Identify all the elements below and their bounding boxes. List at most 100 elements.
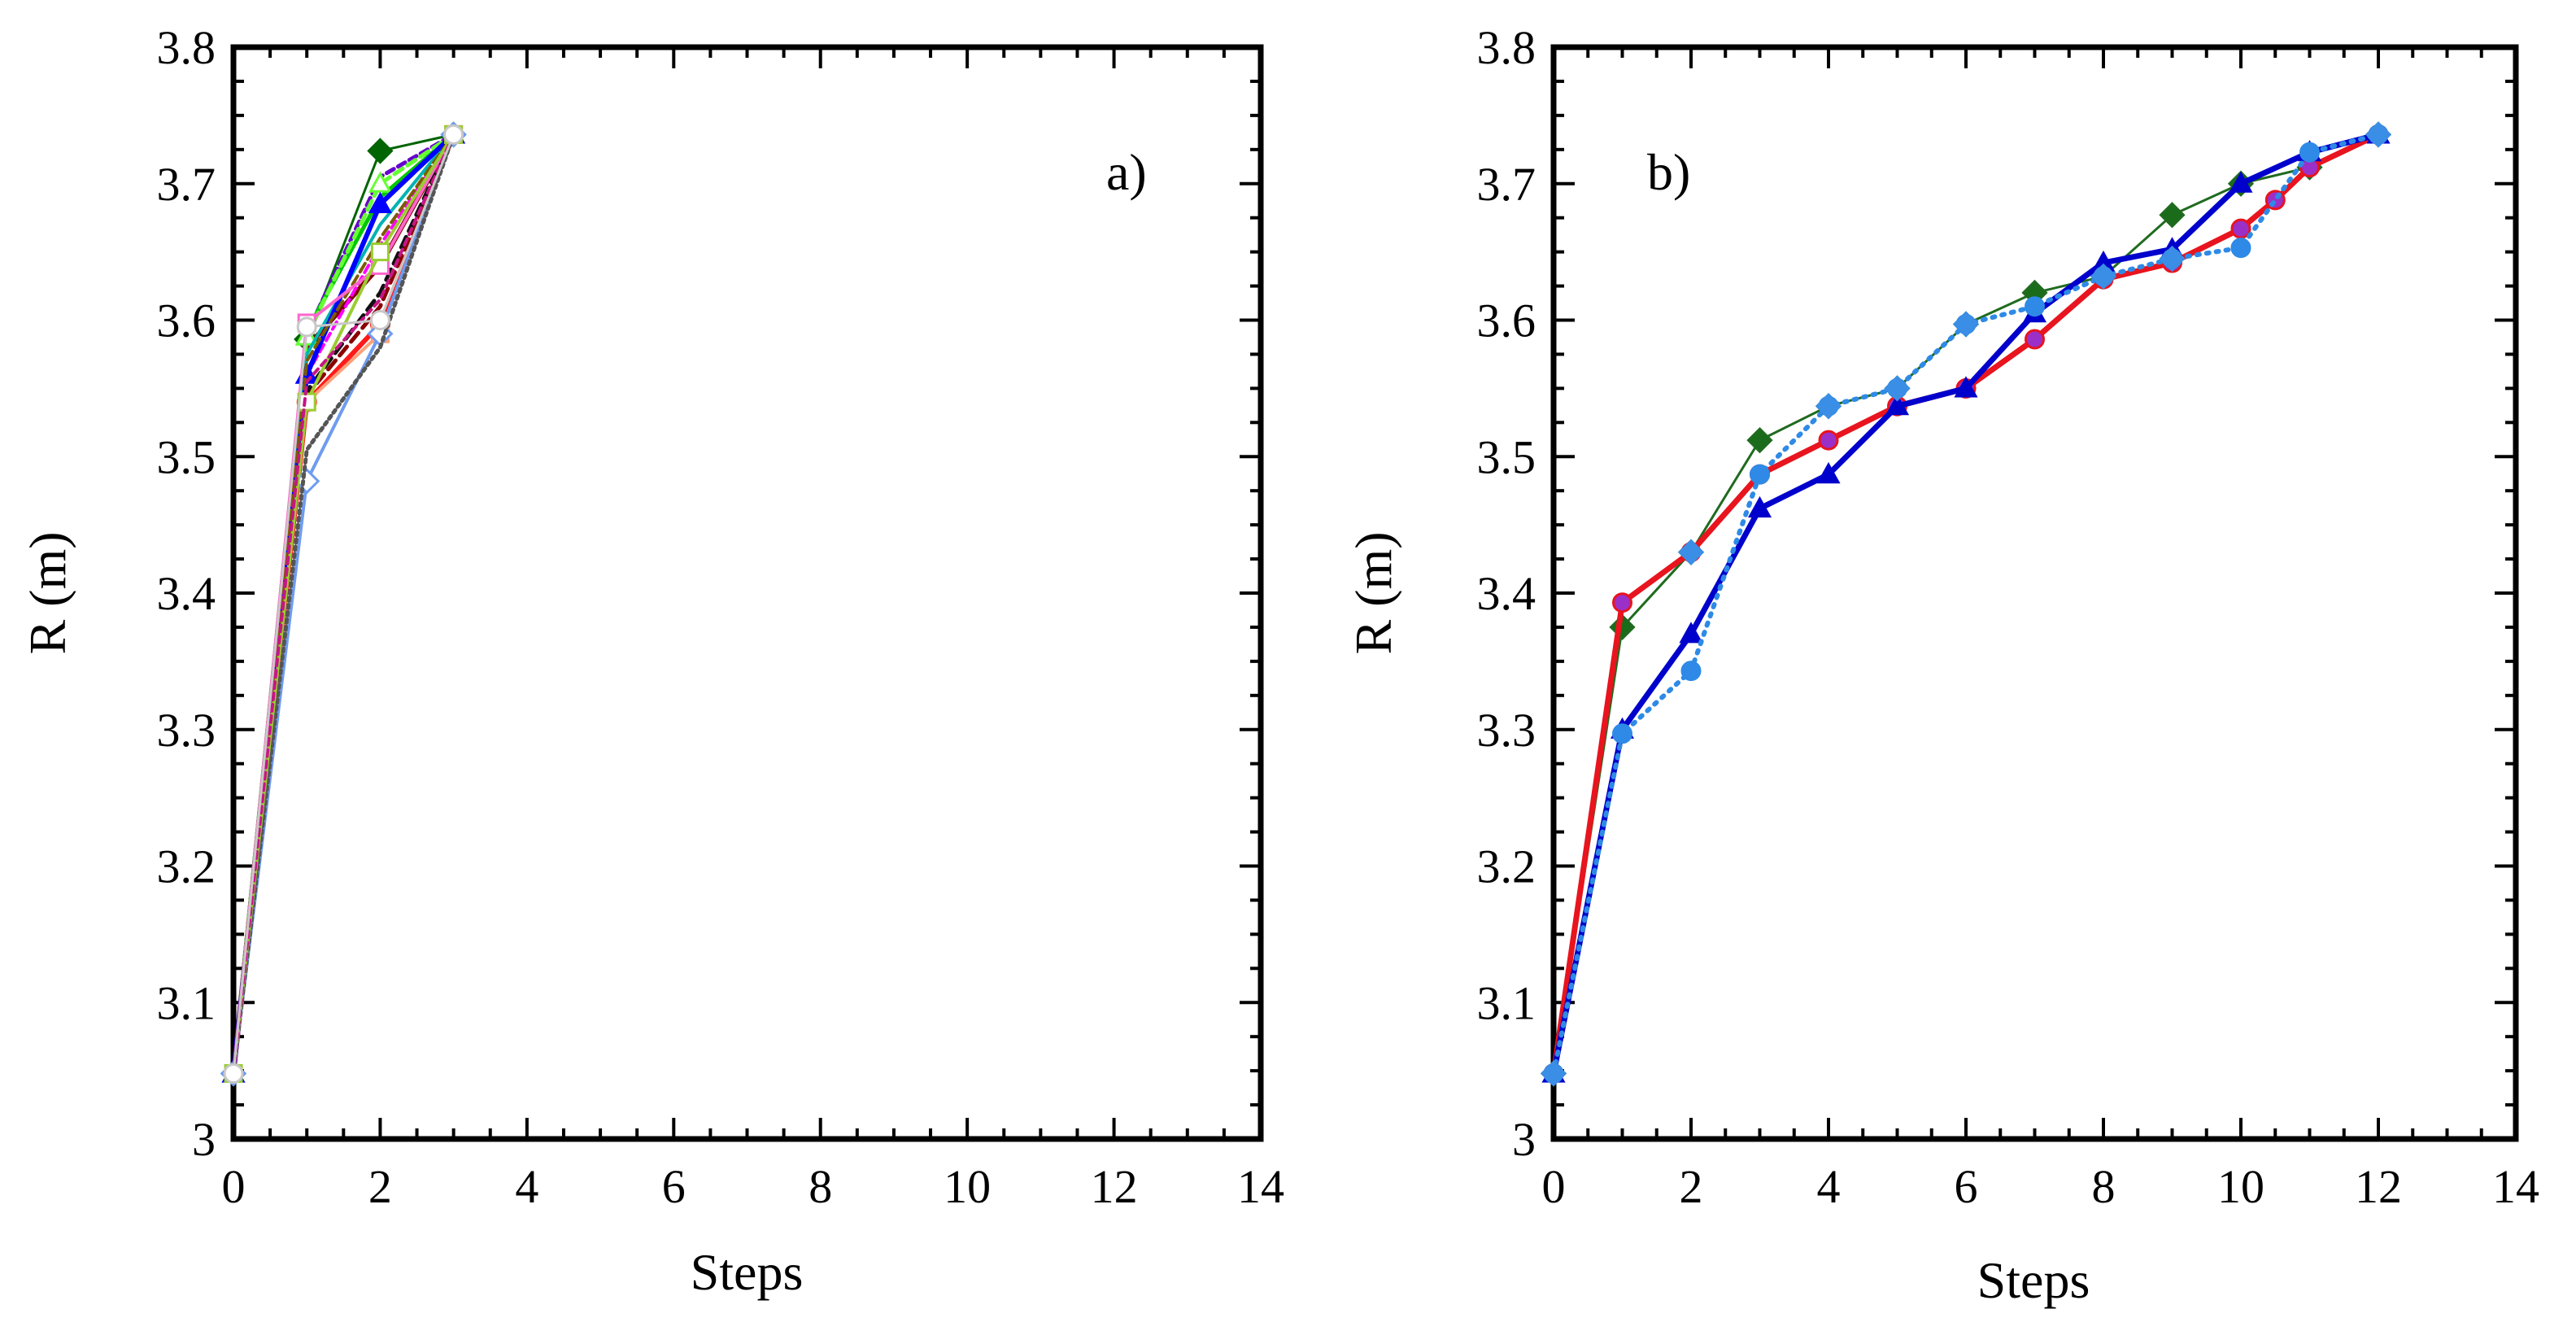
y-tick-label: 3.4 — [1477, 567, 1536, 620]
y-tick-label: 3.4 — [157, 567, 216, 620]
data-point-triangle — [1885, 394, 1910, 416]
x-tick-label: 6 — [662, 1160, 686, 1213]
y-tick-label: 3.7 — [1477, 158, 1536, 211]
x-tick-label: 8 — [809, 1160, 832, 1213]
panel-b-x-axis-label: Steps — [1977, 1251, 2090, 1309]
panel-a-label: a) — [1106, 143, 1147, 201]
series-line — [1551, 132, 2381, 1076]
series-series-7 — [232, 133, 455, 1076]
series-line — [231, 132, 456, 1076]
data-point-diamond — [1677, 539, 1705, 565]
x-tick-label: 0 — [222, 1160, 246, 1213]
series-line — [232, 133, 455, 1076]
y-tick-label: 3.8 — [1477, 21, 1536, 74]
data-point-circle — [2299, 142, 2320, 163]
data-point-triangle — [2229, 171, 2253, 193]
panel-b-tick-labels: 0 2 4 6 8 10 12 14 3 3.1 3.2 3.3 3.4 3.5 3.6 3.7 3.8 — [1477, 21, 2540, 1213]
series-line — [231, 132, 456, 1076]
series-line — [232, 133, 455, 1076]
y-tick-label: 3.7 — [157, 158, 216, 211]
series-line — [232, 133, 455, 1076]
x-tick-label: 12 — [2355, 1160, 2402, 1213]
data-point-circle — [223, 1063, 244, 1084]
data-point-circle — [1818, 430, 1839, 451]
data-point-diamond — [1540, 1060, 1567, 1087]
series-series-6 — [231, 132, 456, 1076]
series-series-18 — [232, 133, 455, 1076]
data-point-diamond — [1815, 393, 1842, 420]
series-line — [231, 132, 456, 1076]
panel-b-label: b) — [1647, 143, 1690, 201]
series-line — [232, 133, 455, 1075]
y-tick-label: 3 — [1512, 1113, 1536, 1166]
series-series-12 — [232, 133, 455, 1076]
y-tick-label: 3.3 — [157, 704, 216, 757]
data-point-circle — [1612, 723, 1632, 744]
series-line — [1550, 131, 2382, 1076]
series-green-diamond — [1540, 121, 2392, 1087]
series-line — [232, 133, 455, 1076]
series-series-13 — [224, 124, 464, 1083]
series-series-4 — [231, 132, 456, 1076]
y-tick-label: 3.8 — [157, 21, 216, 74]
data-point-circle — [1612, 592, 1632, 613]
x-tick-label: 4 — [515, 1160, 538, 1213]
y-tick-label: 3.1 — [157, 976, 216, 1029]
data-point-circle — [2025, 296, 2045, 317]
series-line — [232, 133, 455, 1076]
series-line — [1550, 131, 2382, 1076]
series-blue-diamond-overlay — [1540, 121, 2392, 1087]
panel-b-y-axis-label: R (m) — [1345, 531, 1402, 654]
series-series-3 — [223, 124, 464, 1084]
y-tick-label: 3.1 — [1477, 976, 1536, 1029]
series-line — [232, 133, 455, 1076]
data-point-circle — [369, 310, 390, 330]
data-point-circle — [2025, 329, 2045, 350]
series-line — [231, 132, 456, 1076]
panel-a-ticks — [232, 46, 1262, 1141]
data-point-circle — [1750, 464, 1770, 485]
data-point-circle — [443, 124, 464, 145]
data-point-circle — [2230, 238, 2251, 259]
data-point-triangle — [1816, 462, 1841, 484]
x-tick-label: 14 — [2492, 1160, 2539, 1213]
series-light-blue-dotted — [1543, 124, 2389, 1084]
panel-a-x-axis-label: Steps — [691, 1243, 804, 1301]
series-line — [231, 132, 456, 1076]
data-point-triangle — [1954, 376, 1978, 398]
data-point-triangle — [1679, 622, 1703, 644]
x-tick-label: 2 — [1680, 1160, 1703, 1213]
data-point-triangle — [368, 191, 392, 213]
panel-b-plot-frame — [1550, 44, 2519, 1142]
data-point-diamond — [2159, 245, 2186, 273]
panel-b-ticks — [1552, 46, 2517, 1141]
y-tick-label: 3 — [192, 1113, 216, 1166]
panel-b-series — [1540, 121, 2392, 1087]
data-point-circle — [1680, 661, 1702, 682]
series-line — [232, 133, 455, 1076]
series-line — [231, 132, 456, 1076]
series-series-8 — [231, 132, 456, 1076]
panel-b-chart: 0 2 4 6 8 10 12 14 3 3.1 3.2 3.3 3.4 3.5 3.6 3.7 3.8 Ste… — [1345, 21, 2539, 1309]
data-point-circle — [296, 316, 317, 338]
x-tick-label: 6 — [1955, 1160, 1978, 1213]
series-line — [1552, 133, 2380, 1075]
data-point-triangle — [368, 171, 392, 193]
x-tick-label: 0 — [1542, 1160, 1566, 1213]
y-tick-label: 3.3 — [1477, 704, 1536, 757]
series-series-16 — [231, 132, 456, 1076]
panel-a-tick-labels: 0 2 4 6 8 10 12 14 3 3.1 3.2 3.3 3.4 3.5 3.6 3.7 3.8 — [157, 21, 1285, 1213]
x-tick-label: 10 — [944, 1160, 991, 1213]
series-series-19 — [223, 124, 464, 1084]
series-red-circle — [1543, 124, 2389, 1084]
y-tick-label: 3.2 — [157, 840, 216, 893]
data-point-diamond — [367, 137, 394, 164]
series-line — [231, 132, 456, 1076]
x-tick-label: 14 — [1237, 1160, 1284, 1213]
data-point-circle — [2264, 190, 2286, 211]
data-point-triangle — [1747, 495, 1772, 518]
x-tick-label: 10 — [2217, 1160, 2264, 1213]
data-point-diamond — [1952, 311, 1980, 338]
data-point-diamond — [2159, 202, 2186, 229]
